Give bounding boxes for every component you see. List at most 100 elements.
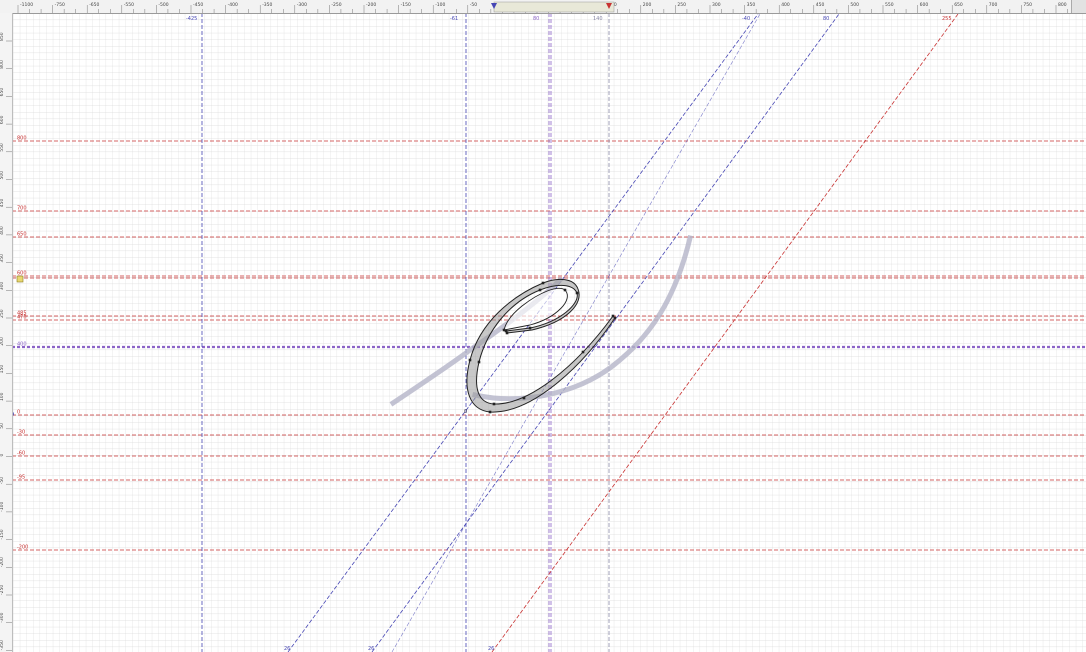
- control-point[interactable]: [528, 326, 532, 330]
- horizontal-guide-label: -200: [17, 545, 28, 551]
- control-point[interactable]: [611, 314, 615, 318]
- horizontal-guide-label: 0: [17, 410, 20, 416]
- slant-guide[interactable]: [391, 13, 761, 652]
- ruler-tick-label: 650: [0, 88, 5, 97]
- ruler-tick-label: 450: [0, 198, 5, 207]
- ruler-corner-button[interactable]: [1071, 0, 1086, 13]
- ruler-tick-label: 200: [643, 2, 652, 8]
- ruler-tick-label: -200: [366, 2, 376, 8]
- horizontal-guide-label: -60: [17, 451, 25, 457]
- origin-label: 0: [464, 409, 467, 415]
- left-ruler[interactable]: 850 800 650 600 550 500 450 400 350 300 250 200 150 1…: [0, 13, 13, 652]
- ruler-tick-label: 0: [0, 454, 5, 457]
- ruler-tick-label: -500: [158, 2, 168, 8]
- slant-guide-bottom-label: 26: [284, 646, 290, 652]
- control-point[interactable]: [468, 358, 472, 362]
- horizontal-guide-label: 700: [17, 206, 27, 212]
- vertical-guide-label: -61: [450, 16, 458, 22]
- glyph-layer[interactable]: [389, 234, 694, 414]
- ruler-tick-label: -50: [470, 2, 477, 8]
- ruler-tick-label: 750: [1023, 2, 1032, 8]
- ruler-tick-label: 100: [0, 392, 5, 401]
- ruler-tick-label: -150: [0, 529, 5, 539]
- ruler-tick-label: 350: [747, 2, 756, 8]
- ruler-tick-label: 350: [0, 254, 5, 263]
- ruler-tick-label: 400: [0, 226, 5, 235]
- control-point[interactable]: [505, 331, 509, 335]
- ruler-tick-label: -750: [55, 2, 65, 8]
- control-point[interactable]: [581, 350, 585, 354]
- ruler-tick-label: -450: [193, 2, 203, 8]
- control-point[interactable]: [575, 291, 579, 295]
- ruler-tick-label: 200: [0, 337, 5, 346]
- horizontal-guide-label: 400: [17, 342, 27, 348]
- control-point[interactable]: [613, 316, 617, 320]
- ruler-tick-label: 500: [0, 171, 5, 180]
- horizontal-guide-label: -30: [17, 430, 25, 436]
- ruler-tick-label: -250: [0, 585, 5, 595]
- ruler-tick-label: -200: [0, 557, 5, 567]
- slant-guide-label: 255: [942, 16, 952, 22]
- ruler-tick-label: 250: [677, 2, 686, 8]
- grid-background: [0, 13, 1086, 652]
- ruler-tick-label: 650: [954, 2, 963, 8]
- vertical-guide-label: -425: [186, 16, 197, 22]
- ruler-tick-label: 150: [0, 365, 5, 374]
- ruler-tick-label: 500: [850, 2, 859, 8]
- ruler-tick-label: 850: [0, 32, 5, 41]
- ruler-tick-label: 700: [989, 2, 998, 8]
- ruler-tick-label: 300: [0, 282, 5, 291]
- control-point[interactable]: [488, 410, 492, 414]
- horizontal-guide-label: 650: [17, 232, 27, 238]
- control-point[interactable]: [538, 288, 542, 292]
- slant-guide-label: 80: [823, 16, 829, 22]
- horizontal-guide-label: 600: [17, 271, 27, 277]
- control-point[interactable]: [563, 288, 567, 292]
- advance-width-marker-icon[interactable]: [606, 3, 612, 9]
- control-point[interactable]: [541, 281, 545, 285]
- ruler-tick-label: 300: [712, 2, 721, 8]
- control-point[interactable]: [492, 402, 496, 406]
- control-point[interactable]: [502, 328, 506, 332]
- slant-guide-bottom-label: 26: [368, 646, 374, 652]
- control-point[interactable]: [477, 360, 481, 364]
- slant-guide-bottom-label: 26: [488, 646, 494, 652]
- ruler-tick-label: 550: [0, 143, 5, 152]
- ruler-tick-label: -650: [89, 2, 99, 8]
- ruler-tick-label: 800: [0, 60, 5, 69]
- ruler-tick-label: -550: [124, 2, 134, 8]
- horizontal-guide-label: 470: [17, 315, 27, 321]
- ruler-tick-label: -100: [435, 2, 445, 8]
- vertical-guide-label: 80: [533, 16, 539, 22]
- control-point[interactable]: [504, 329, 508, 333]
- ruler-tick-label: 600: [920, 2, 929, 8]
- slant-guide-label: -40: [742, 16, 750, 22]
- ruler-tick-label: -1100: [20, 2, 33, 8]
- ruler-tick-label: 800: [1058, 2, 1067, 8]
- ruler-tick-label: 550: [885, 2, 894, 8]
- layer-marker-icon[interactable]: [16, 275, 24, 283]
- slant-guide[interactable]: [287, 13, 759, 652]
- vertical-guide-label: 140: [593, 16, 603, 22]
- ruler-tick-label: -350: [262, 2, 272, 8]
- ruler-tick-label: 250: [0, 309, 5, 318]
- ruler-tick-label: -300: [297, 2, 307, 8]
- glyph-e-outer-contour[interactable]: [466, 278, 616, 413]
- ruler-tick-label: -100: [0, 502, 5, 512]
- ruler-tick-label: -250: [331, 2, 341, 8]
- ruler-tick-label: -150: [401, 2, 411, 8]
- ruler-tick-label: -50: [0, 477, 5, 484]
- ruler-tick-label: -350: [0, 640, 5, 650]
- left-sidebearing-marker-icon[interactable]: [491, 3, 497, 9]
- horizontal-guide-label: 485: [17, 311, 27, 317]
- glyph-e-inner-contour[interactable]: [503, 287, 568, 331]
- control-point[interactable]: [522, 396, 526, 400]
- top-ruler[interactable]: -1100 -750 -650 -550 -500 -450 -400 -350 -300 -25…: [0, 0, 1086, 14]
- ruler-tick-label: 50: [0, 423, 5, 429]
- ruler-selection-range[interactable]: [493, 1, 615, 13]
- horizontal-guide-label: -95: [17, 475, 25, 481]
- ruler-tick-label: -300: [0, 612, 5, 622]
